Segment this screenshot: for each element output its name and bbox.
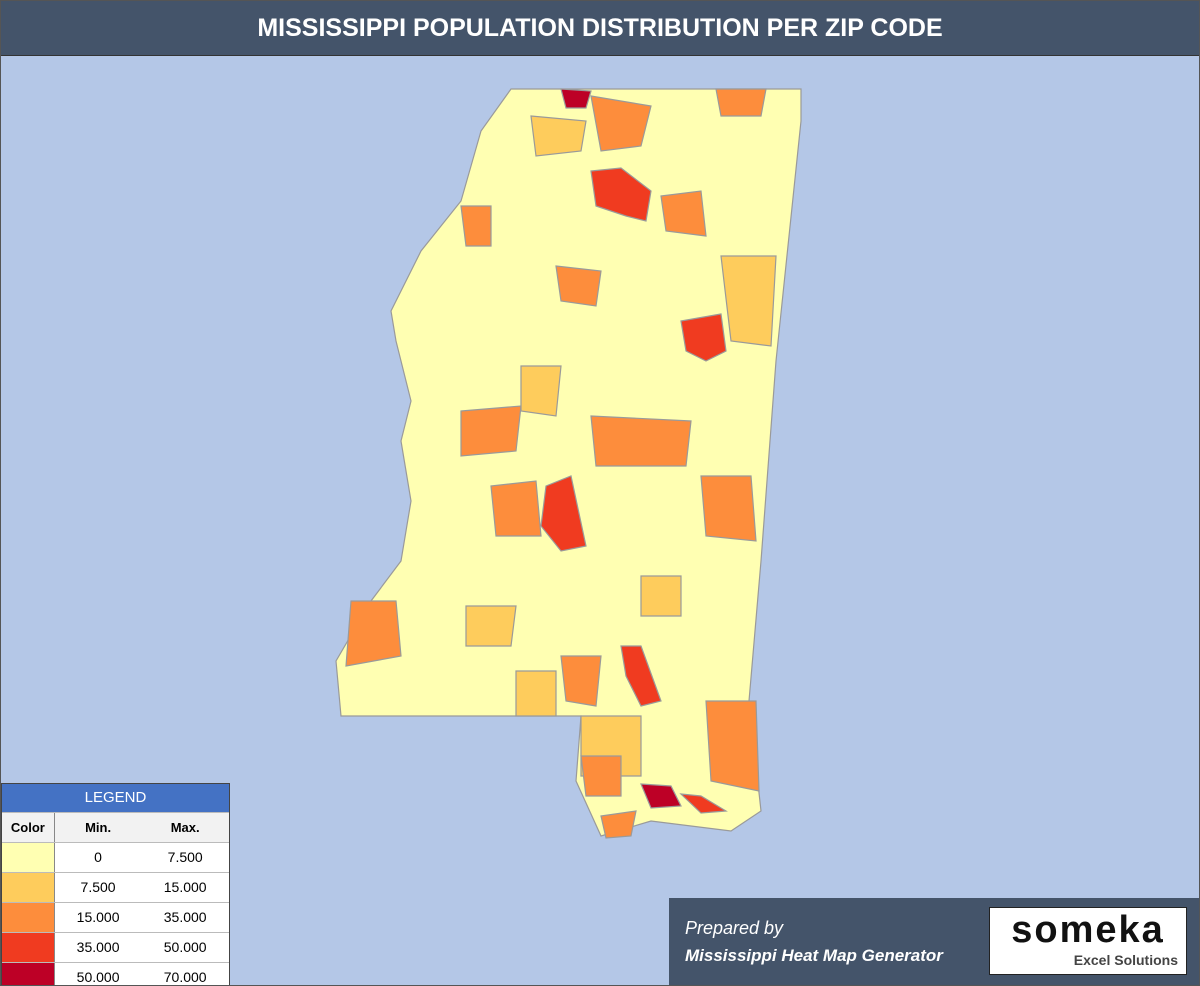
legend-max: 70.000 <box>163 969 207 985</box>
zip-region <box>590 167 652 222</box>
legend-title: LEGEND <box>2 784 229 812</box>
legend-column: Color <box>2 813 55 842</box>
legend: LEGEND Color Min. Max. 0 7.500 7.500 15.000 15… <box>1 783 230 985</box>
legend-min: 0 <box>94 849 102 865</box>
zip-region <box>460 405 522 457</box>
map <box>335 88 802 839</box>
legend-max: 7.500 <box>167 849 203 865</box>
legend-min: 7.500 <box>80 879 116 895</box>
zip-region <box>705 700 760 792</box>
zip-region <box>620 645 662 707</box>
brand: someka <box>1011 909 1165 951</box>
page-title: MISSISSIPPI POPULATION DISTRIBUTION PER … <box>1 1 1199 56</box>
zip-region <box>520 365 562 417</box>
footer-panel: Prepared by Mississippi Heat Map Generat… <box>669 898 1199 985</box>
generator-label: Mississippi Heat Map Generator <box>685 946 943 965</box>
legend-max: 15.000 <box>163 879 207 895</box>
state-outline <box>335 88 802 837</box>
zip-region <box>700 475 757 542</box>
zip-region <box>679 793 728 814</box>
zip-region <box>680 313 727 362</box>
zip-region <box>580 755 622 797</box>
legend-min: 35.000 <box>76 939 120 955</box>
zip-region <box>640 575 682 617</box>
zip-region <box>590 95 652 152</box>
legend-max: 35.000 <box>163 909 207 925</box>
zip-region <box>530 115 587 157</box>
zip-region <box>715 88 767 117</box>
legend-swatch <box>2 903 55 932</box>
zip-region <box>460 205 492 247</box>
legend-min: 50.000 <box>76 969 120 985</box>
legend-max: 50.000 <box>163 939 207 955</box>
legend-swatch <box>2 963 55 985</box>
zip-region <box>660 190 707 237</box>
legend-min: 15.000 <box>76 909 120 925</box>
zip-region <box>490 480 542 537</box>
legend-row: 15.000 35.000 <box>2 902 229 932</box>
legend-swatch <box>2 933 55 962</box>
zip-region <box>555 265 602 307</box>
zip-region <box>540 475 587 552</box>
zip-region <box>465 605 517 647</box>
legend-swatch <box>2 873 55 902</box>
zip-region <box>600 810 637 839</box>
brand-sub: Excel Solutions <box>1073 952 1178 968</box>
legend-columns: Color Min. Max. <box>2 812 229 842</box>
state <box>335 88 802 839</box>
zip-region <box>560 655 602 707</box>
legend-row: 50.000 70.000 <box>2 962 229 985</box>
legend-column: Max. <box>170 820 200 835</box>
zip-region <box>560 88 592 109</box>
legend-rows: 0 7.500 7.500 15.000 15.000 35.000 35.000 50.00… <box>2 842 229 985</box>
prepared-label: Prepared by <box>685 918 784 938</box>
legend-row: 35.000 50.000 <box>2 932 229 962</box>
zip-region <box>345 600 402 667</box>
legend-column: Min. <box>85 820 112 835</box>
zip-region <box>590 415 692 467</box>
zip-region <box>640 783 682 809</box>
zip-region <box>720 255 777 347</box>
zip-region <box>515 670 557 717</box>
logo: someka Excel Solutions <box>989 907 1187 975</box>
legend-row: 7.500 15.000 <box>2 872 229 902</box>
legend-row: 0 7.500 <box>2 842 229 872</box>
legend-swatch <box>2 843 55 872</box>
